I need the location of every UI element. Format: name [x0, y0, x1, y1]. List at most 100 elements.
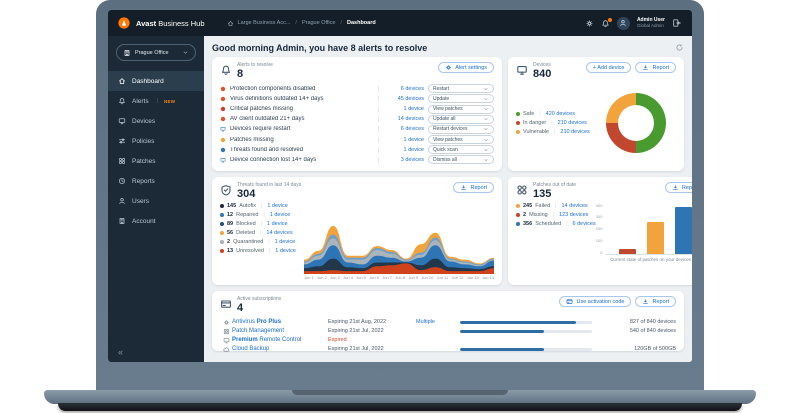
- alert-devices-link[interactable]: 6 devices: [378, 126, 424, 133]
- subscription-name-link[interactable]: Antivirus Pro Plus: [232, 319, 282, 326]
- settings-gear-icon[interactable]: [585, 19, 594, 28]
- bar-chart-plot: [605, 203, 692, 255]
- breadcrumb-item[interactable]: Dashboard: [347, 20, 376, 26]
- x-tick-label: Jun 5: [356, 275, 366, 280]
- chevron-down-icon: [483, 86, 489, 92]
- subscription-row: Cloud Backup Expiring 21st Jul, 2022 120GB…: [220, 345, 676, 354]
- org-selector[interactable]: Prague Office: [116, 44, 196, 61]
- download-icon: [642, 64, 649, 71]
- home-icon: [118, 77, 126, 85]
- alert-devices-link[interactable]: 3 devices: [378, 156, 424, 163]
- alerts-card: Alerts to resolve 8 Alert settings: [212, 57, 502, 171]
- alert-settings-button[interactable]: Alert settings: [438, 62, 494, 73]
- legend-count: 12: [227, 211, 234, 218]
- circle-icon: [220, 137, 226, 143]
- notifications-bell-icon[interactable]: [601, 17, 612, 28]
- sidebar-item-dashboard[interactable]: Dashboard: [108, 71, 204, 91]
- legend-count: 356: [523, 220, 533, 227]
- subscriptions-report-button[interactable]: Report: [635, 296, 676, 307]
- legend-dot: [516, 121, 520, 126]
- legend-devices-link[interactable]: 1 device: [267, 220, 288, 227]
- legend-devices-link[interactable]: 210 devices: [557, 120, 587, 127]
- alert-label: Patches missing: [230, 136, 274, 143]
- breadcrumb-item[interactable]: Large Business Acc...: [237, 20, 291, 26]
- alert-action-select[interactable]: Update all: [428, 114, 494, 124]
- devices-report-button[interactable]: Report: [635, 62, 676, 73]
- alert-action-select[interactable]: Dismiss all: [428, 155, 494, 165]
- sidebar-item-policies[interactable]: Policies: [108, 131, 204, 151]
- legend-devices-link[interactable]: 210 devices: [560, 129, 590, 136]
- workspace-switch-icon[interactable]: [672, 18, 682, 28]
- subscription-row: Antivirus Pro Plus Expiring 21st Aug, 202…: [220, 318, 676, 327]
- legend-devices-link[interactable]: 420 devices: [545, 111, 575, 118]
- threats-report-button[interactable]: Report: [453, 182, 494, 193]
- alert-devices-link[interactable]: 45 devices: [378, 95, 424, 102]
- x-tick-label: Jun 12: [451, 275, 464, 280]
- breadcrumb-item[interactable]: Prague Office: [301, 20, 336, 26]
- avatar[interactable]: [616, 16, 630, 30]
- legend-separator: [549, 120, 554, 126]
- legend-devices-link[interactable]: 1 device: [267, 202, 288, 209]
- legend-label: Repaired: [236, 211, 259, 218]
- alert-label: Device connection lost 14+ days: [230, 156, 317, 163]
- sidebar-item-patches[interactable]: Patches: [108, 151, 204, 171]
- legend-devices-link[interactable]: 6 devices: [572, 220, 596, 227]
- sidebar-item-devices[interactable]: Devices: [108, 111, 204, 131]
- add-device-button[interactable]: + Add device: [585, 62, 632, 73]
- patches-report-button[interactable]: Report: [664, 182, 692, 193]
- alert-devices-link[interactable]: 1 device: [378, 146, 424, 153]
- sidebar-item-reports[interactable]: Reports: [108, 171, 204, 191]
- chevron-down-icon: [182, 49, 189, 56]
- subscription-name-link[interactable]: Patch Management: [232, 328, 285, 335]
- sidebar-item-alerts[interactable]: Alerts | NEW: [108, 91, 204, 111]
- gear-icon: [445, 64, 452, 71]
- monitor-icon: [220, 337, 232, 344]
- chevron-down-icon: [483, 96, 489, 102]
- alert-action-select[interactable]: Restart: [428, 84, 494, 94]
- legend-devices-link[interactable]: 123 devices: [559, 211, 589, 218]
- sidebar: Prague Office Dashboard Alerts | NEW Devices…: [108, 36, 204, 362]
- alert-row: Threats found and resolved 1 device Quick …: [220, 145, 494, 155]
- alert-action-select[interactable]: View patches: [428, 135, 494, 145]
- subscription-name-link[interactable]: Cloud Backup: [232, 346, 270, 353]
- legend-dot: [220, 203, 224, 208]
- y-tick-label: 200: [595, 226, 603, 232]
- sidebar-item-account[interactable]: Account: [108, 211, 204, 231]
- legend-devices-link[interactable]: 1 device: [275, 247, 296, 254]
- patches-icon: [220, 328, 232, 335]
- subscription-name-link[interactable]: Premium Remote Control: [232, 337, 302, 344]
- devices-legend-row: Vulnerable 210 devices: [516, 129, 590, 135]
- alert-action-select[interactable]: View patches: [428, 104, 494, 114]
- patches-icon: [118, 157, 126, 165]
- legend-devices-link[interactable]: 14 devices: [266, 229, 293, 236]
- alert-action-select[interactable]: Restart devices: [428, 124, 494, 134]
- legend-devices-link[interactable]: 1 device: [269, 211, 291, 218]
- legend-count: 2: [523, 211, 527, 218]
- shield-check-icon: [220, 184, 232, 196]
- sidebar-collapse-button[interactable]: «: [118, 347, 124, 357]
- refresh-icon[interactable]: [675, 43, 684, 52]
- subscription-multiple-link[interactable]: Multiple: [416, 319, 435, 326]
- alert-devices-link[interactable]: 14 devices: [378, 116, 424, 123]
- use-activation-code-button[interactable]: Use activation code: [559, 296, 632, 307]
- alert-devices-link[interactable]: 1 device: [378, 106, 424, 113]
- legend-dot: [516, 203, 520, 208]
- threats-count: 304: [237, 188, 256, 200]
- alert-action-select[interactable]: Quick scan: [428, 145, 494, 155]
- building-icon: [118, 217, 126, 225]
- alert-devices-link[interactable]: 6 devices: [378, 85, 424, 92]
- alert-action-select[interactable]: Update: [428, 94, 494, 104]
- legend-devices-link[interactable]: 14 devices: [561, 202, 588, 209]
- sidebar-item-label: Reports: [132, 177, 155, 185]
- legend-count: 56: [227, 229, 234, 236]
- chevron-down-icon: [483, 147, 489, 153]
- alert-devices-link[interactable]: 1 device: [378, 136, 424, 143]
- chevron-down-icon: [483, 116, 489, 122]
- user-meta[interactable]: Admin User Global Admin: [637, 17, 665, 29]
- sidebar-item-users[interactable]: Users: [108, 191, 204, 211]
- alert-action-label: View patches: [433, 106, 463, 113]
- avast-logo-icon: [118, 17, 130, 29]
- devices-legend-row: Safe 420 devices: [516, 111, 590, 117]
- legend-devices-link[interactable]: 1 device: [274, 238, 296, 245]
